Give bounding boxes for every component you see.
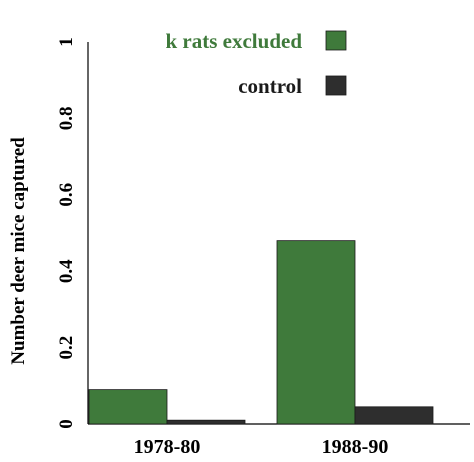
- legend-swatch-control: [325, 75, 347, 96]
- y-tick-label: 1: [56, 37, 77, 47]
- y-tick-label: 0.8: [56, 107, 77, 131]
- legend-swatch-k-rats-excluded: [325, 30, 347, 51]
- y-tick-label: 0: [56, 419, 77, 429]
- y-tick-label: 0.4: [56, 259, 77, 283]
- bars: [88, 240, 434, 425]
- y-axis-label: Number deer mice captured: [8, 137, 29, 365]
- legend-label-control: control: [238, 74, 302, 98]
- bar-control-1978-80: [166, 419, 246, 425]
- legend-label-k-rats-excluded: k rats excluded: [166, 29, 303, 53]
- y-tick-label: 0.6: [56, 183, 77, 207]
- legend: k rats excluded control: [166, 29, 347, 98]
- axes: 0 0.2 0.4 0.6 0.8 1 Number deer mice captured 1…: [8, 37, 470, 458]
- bar-control-1988-90: [354, 406, 434, 425]
- x-category-label: 1988-90: [322, 436, 389, 458]
- y-tick-label: 0.2: [56, 336, 77, 360]
- bar-k-rats-excluded-1988-90: [276, 240, 356, 425]
- bar-k-rats-excluded-1978-80: [88, 389, 168, 425]
- x-category-label: 1978-80: [134, 436, 201, 458]
